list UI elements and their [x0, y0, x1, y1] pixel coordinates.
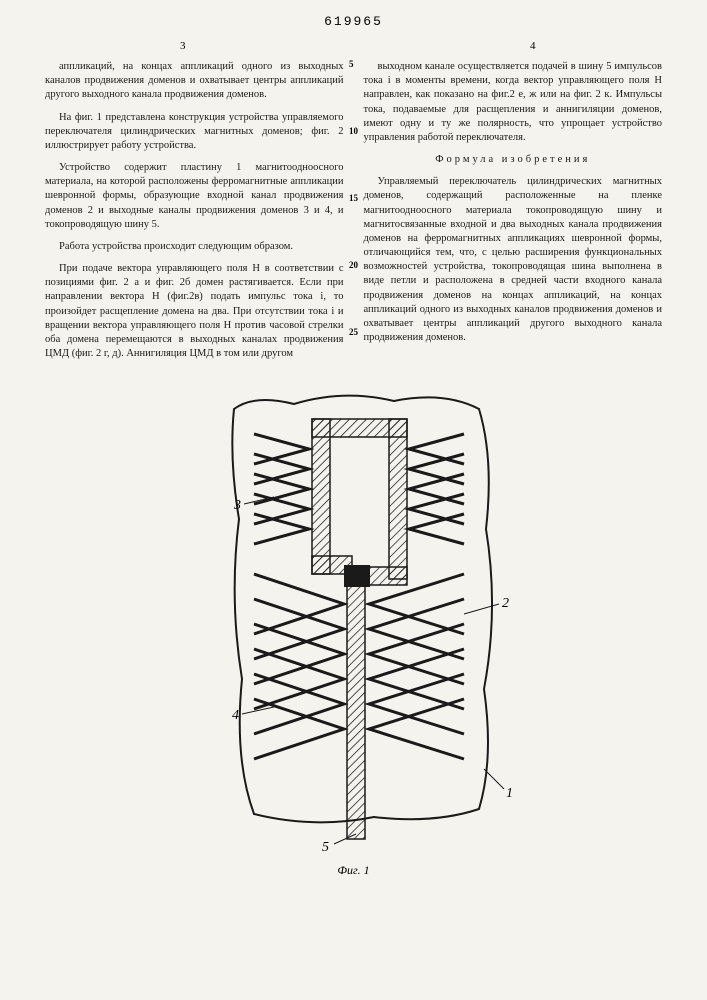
line-number-markers: 5 10 15 20 25 [349, 60, 358, 395]
figure-1: 1 2 3 4 5 Фиг. 1 [45, 379, 662, 878]
line-marker: 5 [349, 60, 358, 69]
callout-5: 5 [322, 840, 329, 855]
line-marker: 25 [349, 328, 358, 337]
paragraph: Управляемый переключатель цилиндрических… [364, 175, 663, 345]
figure-label: Фиг. 1 [45, 863, 662, 878]
right-column: выходном канале осуществляется подачей в… [364, 60, 663, 369]
line-marker: 10 [349, 127, 358, 136]
line-marker: 15 [349, 194, 358, 203]
callout-3: 3 [233, 498, 241, 513]
paragraph: аппликаций, на концах аппликаций одного … [45, 60, 344, 103]
callout-4: 4 [232, 708, 239, 723]
patent-page: 619965 3 4 5 10 15 20 25 аппликаций, на … [0, 0, 707, 1000]
paragraph: При подаче вектора управляющего поля H в… [45, 262, 344, 361]
paragraph: Устройство содержит пластину 1 магнитоод… [45, 161, 344, 232]
column-number-left: 3 [180, 40, 186, 52]
formula-title: Формула изобретения [364, 153, 663, 167]
left-column: аппликаций, на концах аппликаций одного … [45, 60, 344, 369]
callout-2: 2 [502, 596, 509, 611]
callout-1: 1 [506, 786, 513, 801]
figure-svg: 1 2 3 4 5 [194, 379, 514, 859]
paragraph: выходном канале осуществляется подачей в… [364, 60, 663, 145]
paragraph: Работа устройства происходит следующим о… [45, 240, 344, 254]
column-number-right: 4 [530, 40, 536, 52]
patent-number: 619965 [324, 14, 383, 29]
paragraph: На фиг. 1 представлена конструкция устро… [45, 111, 344, 154]
line-marker: 20 [349, 261, 358, 270]
